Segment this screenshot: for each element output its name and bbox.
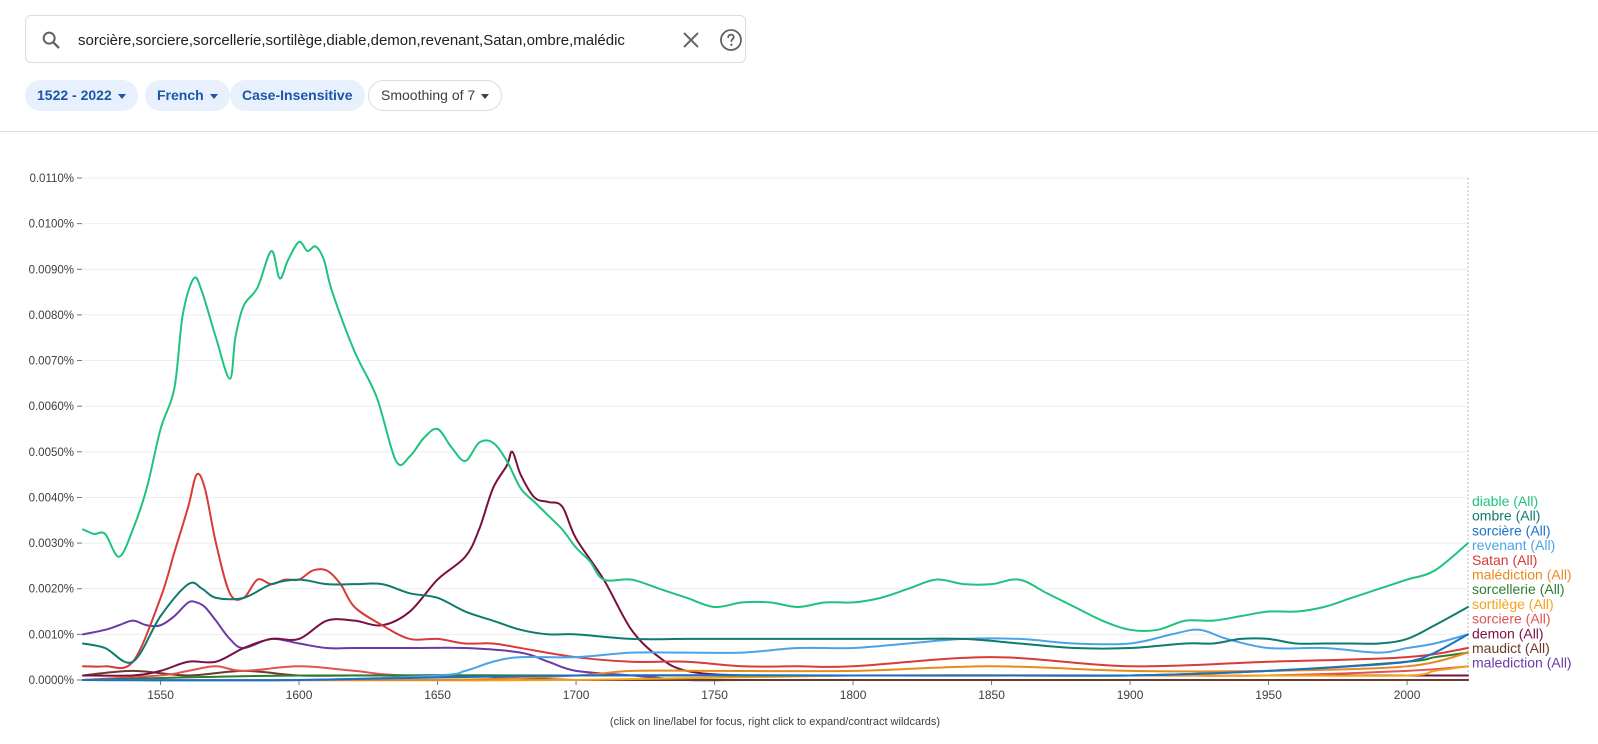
x-tick-label: 1950 <box>1255 688 1282 702</box>
language-dropdown[interactable]: French <box>145 80 230 111</box>
legend-label-satan[interactable]: Satan (All) <box>1472 552 1537 568</box>
chart-footer-note: (click on line/label for focus, right cl… <box>609 716 941 728</box>
y-tick-label: 0.0050% <box>29 447 74 459</box>
series-line-diable[interactable] <box>82 240 1469 632</box>
search-box[interactable] <box>25 15 746 63</box>
y-tick-label: 0.0090% <box>29 264 74 276</box>
language-label: French <box>157 87 204 103</box>
case-insensitive-toggle[interactable]: Case-Insensitive <box>230 80 365 111</box>
y-tick-label: 0.0040% <box>29 492 74 504</box>
legend-label-maudict[interactable]: maudict (All) <box>1472 640 1550 656</box>
y-tick-label: 0.0110% <box>29 173 74 185</box>
x-tick-label: 1700 <box>563 688 590 702</box>
series-line-satan[interactable] <box>82 472 1469 670</box>
search-input[interactable] <box>78 26 668 54</box>
y-tick-label: 0.0070% <box>29 356 74 368</box>
chevron-down-icon <box>117 93 126 99</box>
line-chart: 0.0000% 0.0010% 0.0020% 0.0030% 0.0040% 0.005… <box>29 173 1572 702</box>
series-line-ombre[interactable] <box>82 578 1469 664</box>
series-line-sorciere[interactable] <box>82 665 1469 681</box>
y-tick-label: 0.0060% <box>29 401 74 413</box>
x-tick-label: 1650 <box>424 688 451 702</box>
divider <box>0 131 1598 132</box>
series-line-sorciere_accent[interactable] <box>82 633 1469 682</box>
y-tick-label: 0.0020% <box>29 584 74 596</box>
chevron-down-icon <box>209 93 218 99</box>
legend-label-malediction[interactable]: malediction (All) <box>1472 655 1572 671</box>
y-tick-label: 0.0080% <box>29 310 74 322</box>
legend-label-sorciere[interactable]: sorciere (All) <box>1472 611 1551 627</box>
x-tick-label: 2000 <box>1394 688 1421 702</box>
close-icon[interactable] <box>680 29 702 51</box>
year-range-label: 1522 - 2022 <box>37 87 112 103</box>
year-range-dropdown[interactable]: 1522 - 2022 <box>25 80 138 111</box>
x-tick-label: 1800 <box>840 688 867 702</box>
legend-label-sortilege[interactable]: sortilège (All) <box>1472 596 1554 612</box>
smoothing-label: Smoothing of 7 <box>381 87 476 103</box>
x-tick-label: 1750 <box>701 688 728 702</box>
x-tick-label: 1850 <box>978 688 1005 702</box>
legend-label-demon[interactable]: demon (All) <box>1472 625 1544 641</box>
y-tick-label: 0.0000% <box>29 675 74 687</box>
x-tick-label: 1600 <box>286 688 313 702</box>
legend-label-sorciere_accent[interactable]: sorcière (All) <box>1472 522 1551 538</box>
y-tick-label: 0.0100% <box>29 219 74 231</box>
chevron-down-icon <box>481 93 490 99</box>
search-icon <box>42 31 60 49</box>
y-tick-label: 0.0010% <box>29 629 74 641</box>
x-tick-label: 1550 <box>147 688 174 702</box>
legend-label-malediction_accent[interactable]: malédiction (All) <box>1472 567 1572 583</box>
legend-label-diable[interactable]: diable (All) <box>1472 493 1538 509</box>
series-line-sortilege[interactable] <box>82 665 1469 682</box>
series-line-revenant[interactable] <box>82 628 1469 682</box>
legend-label-ombre[interactable]: ombre (All) <box>1472 508 1540 524</box>
y-tick-label: 0.0030% <box>29 538 74 550</box>
legend-label-sorcellerie[interactable]: sorcellerie (All) <box>1472 581 1565 597</box>
smoothing-dropdown[interactable]: Smoothing of 7 <box>368 80 503 111</box>
case-label: Case-Insensitive <box>242 87 353 103</box>
legend-label-revenant[interactable]: revenant (All) <box>1472 537 1555 553</box>
x-tick-label: 1900 <box>1117 688 1144 702</box>
help-icon[interactable] <box>719 28 743 52</box>
